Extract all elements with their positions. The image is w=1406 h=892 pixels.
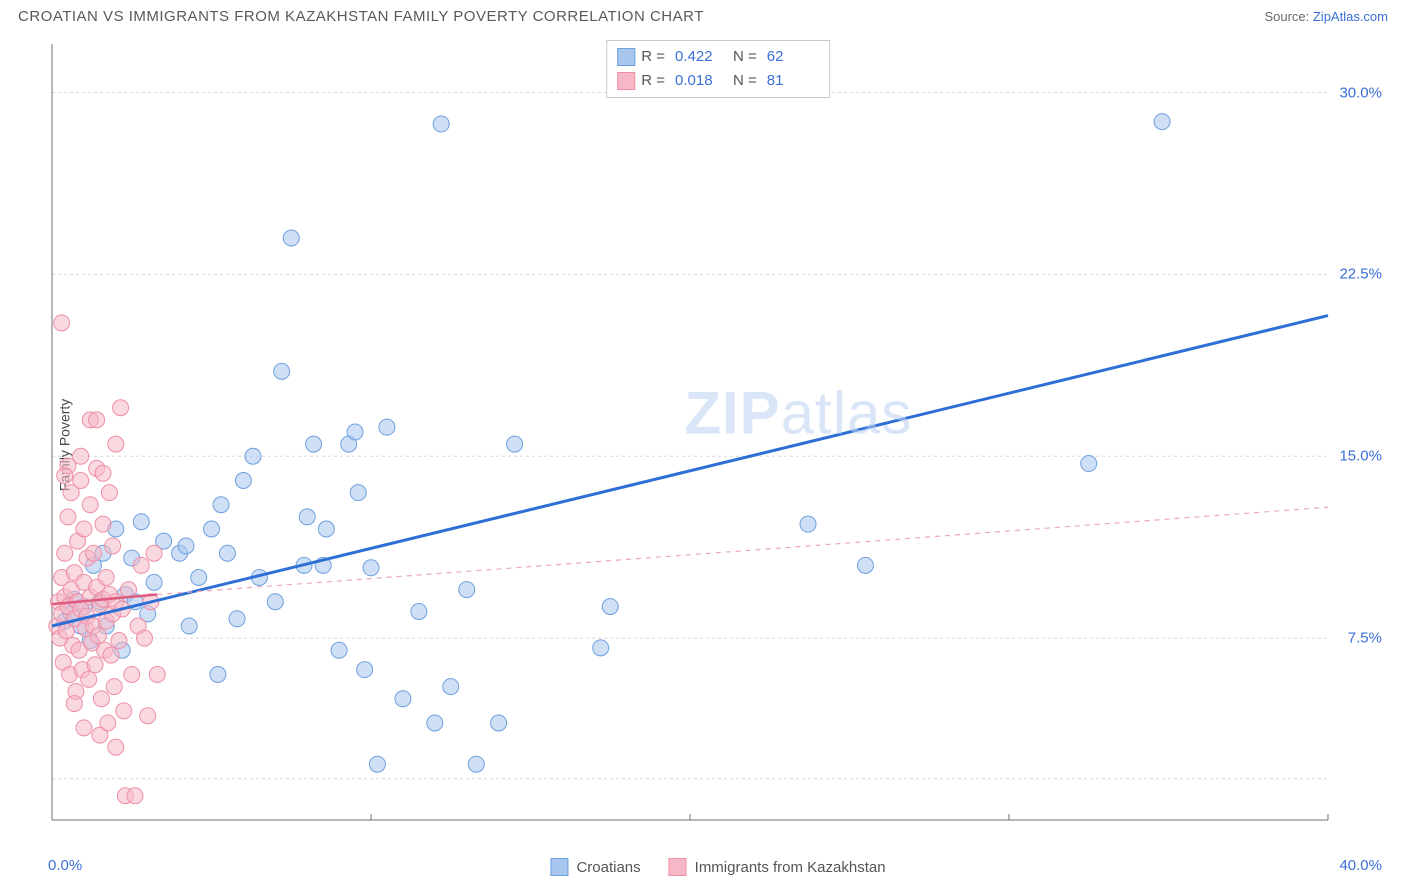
swatch-kazakhstan (617, 72, 635, 90)
legend-label-kazakhstan: Immigrants from Kazakhstan (695, 859, 886, 876)
r-value-croatians: 0.422 (675, 45, 727, 69)
r-value-kazakhstan: 0.018 (675, 69, 727, 93)
y-tick-label: 15.0% (1339, 448, 1382, 465)
scatter-plot (48, 40, 1388, 850)
n-value-kazakhstan: 81 (767, 69, 819, 93)
chart-container: Family Poverty ZIPatlas R = 0.422 N = 62… (48, 40, 1388, 850)
legend-row-croatians: R = 0.422 N = 62 (617, 45, 819, 69)
legend-item-kazakhstan: Immigrants from Kazakhstan (669, 858, 886, 876)
n-label: N = (733, 45, 757, 69)
source-link[interactable]: ZipAtlas.com (1313, 9, 1388, 24)
y-tick-label: 22.5% (1339, 266, 1382, 283)
swatch-icon (550, 858, 568, 876)
x-tick-label: 40.0% (1339, 857, 1382, 874)
x-tick-label: 0.0% (48, 857, 82, 874)
source-attribution: Source: ZipAtlas.com (1264, 9, 1388, 24)
swatch-croatians (617, 48, 635, 66)
source-prefix: Source: (1264, 9, 1312, 24)
y-tick-label: 30.0% (1339, 84, 1382, 101)
n-value-croatians: 62 (767, 45, 819, 69)
correlation-legend: R = 0.422 N = 62 R = 0.018 N = 81 (606, 40, 830, 98)
legend-label-croatians: Croatians (576, 859, 640, 876)
y-tick-label: 7.5% (1348, 630, 1382, 647)
chart-title: CROATIAN VS IMMIGRANTS FROM KAZAKHSTAN F… (18, 8, 704, 25)
series-legend: Croatians Immigrants from Kazakhstan (550, 858, 885, 876)
legend-row-kazakhstan: R = 0.018 N = 81 (617, 69, 819, 93)
legend-item-croatians: Croatians (550, 858, 640, 876)
r-label: R = (641, 69, 665, 93)
n-label: N = (733, 69, 757, 93)
r-label: R = (641, 45, 665, 69)
swatch-icon (669, 858, 687, 876)
